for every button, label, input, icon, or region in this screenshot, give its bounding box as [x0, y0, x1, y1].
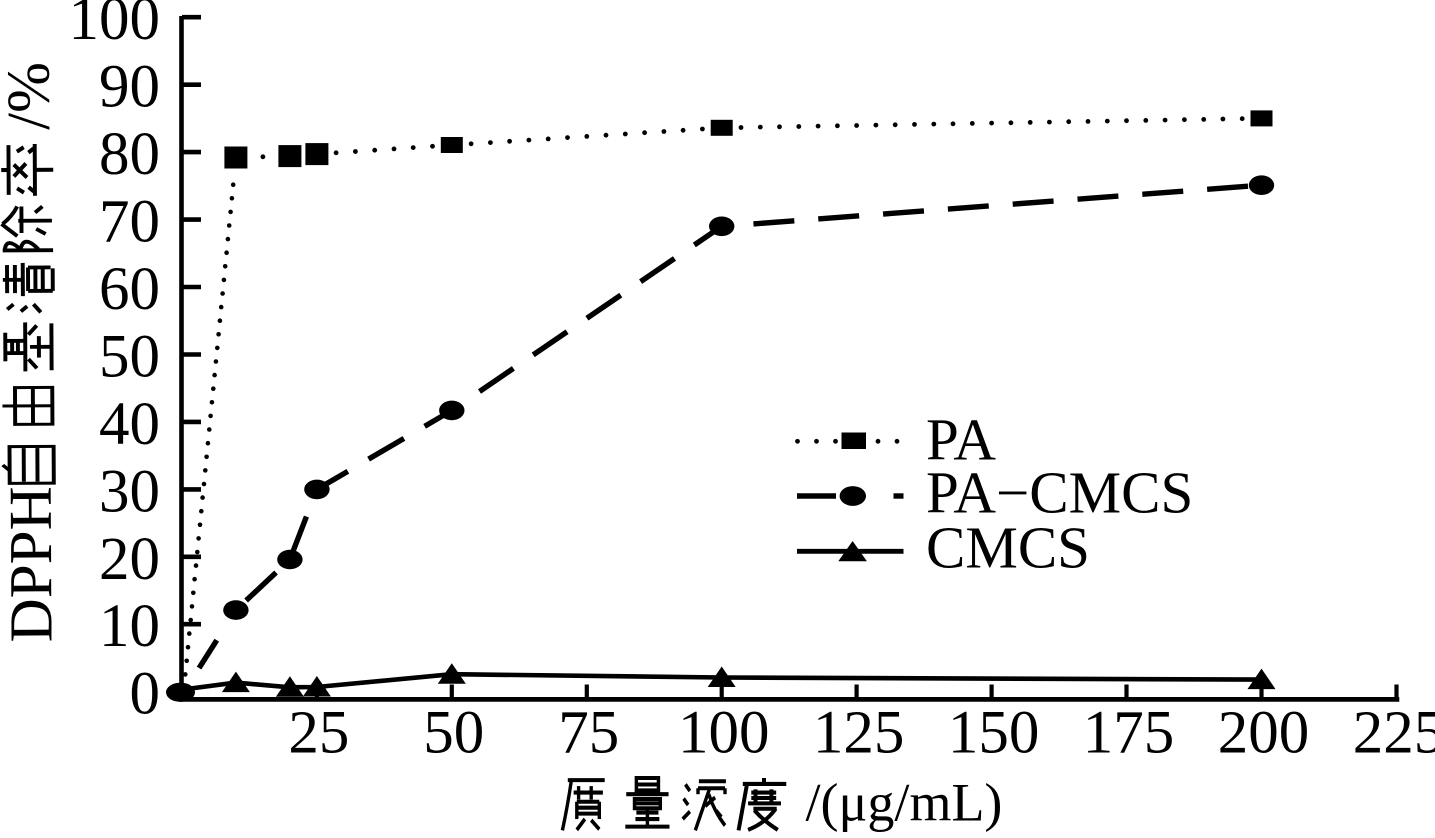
svg-text:PA: PA: [926, 407, 996, 473]
svg-text:PA−CMCS: PA−CMCS: [926, 460, 1193, 526]
svg-text:20: 20: [99, 526, 160, 593]
svg-text:70: 70: [99, 189, 160, 256]
svg-text:100: 100: [69, 0, 161, 53]
svg-text:90: 90: [99, 54, 160, 121]
svg-text:/%: /%: [0, 62, 63, 130]
svg-text:60: 60: [99, 256, 160, 323]
svg-text:/(μg/mL): /(μg/mL): [806, 773, 1003, 833]
svg-text:175: 175: [1083, 700, 1175, 767]
svg-text:150: 150: [948, 700, 1040, 767]
svg-text:25: 25: [288, 700, 349, 767]
svg-text:75: 75: [558, 700, 619, 767]
svg-text:0: 0: [130, 661, 161, 728]
svg-text:80: 80: [99, 121, 160, 188]
svg-text:10: 10: [99, 593, 160, 660]
svg-text:DPPH: DPPH: [0, 486, 66, 642]
svg-text:50: 50: [99, 324, 160, 391]
svg-text:200: 200: [1218, 700, 1310, 767]
svg-text:100: 100: [678, 700, 770, 767]
svg-text:125: 125: [813, 700, 905, 767]
svg-text:CMCS: CMCS: [926, 515, 1090, 581]
svg-text:30: 30: [99, 458, 160, 525]
svg-text:50: 50: [423, 700, 484, 767]
svg-text:225: 225: [1353, 700, 1435, 767]
svg-text:40: 40: [99, 391, 160, 458]
